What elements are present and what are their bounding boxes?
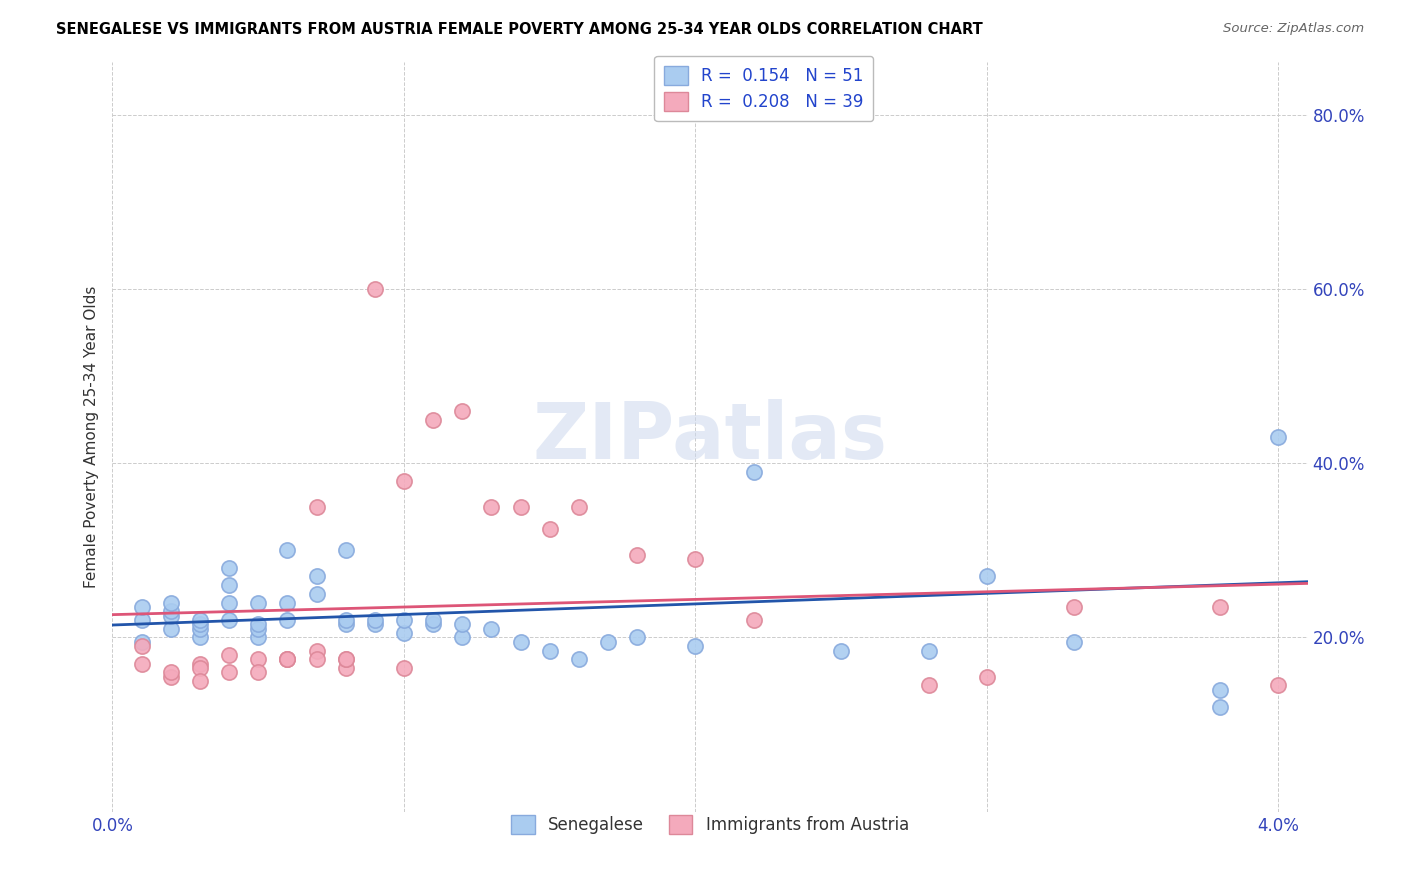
Point	[159, 670, 181, 684]
Point	[917, 643, 939, 657]
Point	[568, 652, 591, 666]
Point	[1063, 635, 1085, 649]
Point	[247, 631, 270, 645]
Point	[305, 587, 328, 601]
Point	[626, 631, 648, 645]
Point	[538, 643, 561, 657]
Point	[247, 617, 270, 632]
Point	[451, 631, 474, 645]
Point	[685, 639, 707, 653]
Point	[335, 613, 357, 627]
Point	[218, 613, 240, 627]
Point	[159, 622, 181, 636]
Point	[131, 635, 153, 649]
Point	[159, 604, 181, 618]
Point	[276, 652, 298, 666]
Text: ZIPatlas: ZIPatlas	[533, 399, 887, 475]
Y-axis label: Female Poverty Among 25-34 Year Olds: Female Poverty Among 25-34 Year Olds	[83, 286, 98, 588]
Point	[247, 665, 270, 680]
Point	[305, 569, 328, 583]
Point	[976, 670, 998, 684]
Point	[159, 665, 181, 680]
Point	[685, 552, 707, 566]
Point	[1209, 599, 1232, 614]
Point	[247, 652, 270, 666]
Point	[131, 613, 153, 627]
Point	[305, 500, 328, 514]
Point	[451, 617, 474, 632]
Point	[1209, 682, 1232, 697]
Point	[335, 543, 357, 558]
Point	[481, 500, 503, 514]
Point	[188, 617, 211, 632]
Point	[159, 608, 181, 623]
Point	[1267, 430, 1289, 444]
Point	[364, 282, 387, 296]
Point	[276, 652, 298, 666]
Point	[742, 613, 765, 627]
Point	[218, 578, 240, 592]
Point	[335, 617, 357, 632]
Point	[392, 613, 415, 627]
Point	[1063, 599, 1085, 614]
Point	[596, 635, 619, 649]
Point	[742, 465, 765, 479]
Point	[392, 474, 415, 488]
Point	[568, 500, 591, 514]
Point	[392, 626, 415, 640]
Point	[481, 622, 503, 636]
Point	[538, 522, 561, 536]
Point	[976, 569, 998, 583]
Point	[422, 412, 444, 426]
Point	[188, 661, 211, 675]
Point	[626, 548, 648, 562]
Point	[392, 661, 415, 675]
Point	[188, 631, 211, 645]
Point	[247, 596, 270, 610]
Point	[335, 652, 357, 666]
Point	[364, 613, 387, 627]
Point	[276, 543, 298, 558]
Text: Source: ZipAtlas.com: Source: ZipAtlas.com	[1223, 22, 1364, 36]
Point	[509, 635, 531, 649]
Point	[276, 613, 298, 627]
Point	[1267, 678, 1289, 692]
Point	[247, 622, 270, 636]
Point	[276, 652, 298, 666]
Point	[422, 613, 444, 627]
Point	[159, 596, 181, 610]
Point	[188, 673, 211, 688]
Point	[218, 561, 240, 575]
Point	[218, 596, 240, 610]
Point	[305, 643, 328, 657]
Point	[131, 639, 153, 653]
Point	[188, 613, 211, 627]
Text: SENEGALESE VS IMMIGRANTS FROM AUSTRIA FEMALE POVERTY AMONG 25-34 YEAR OLDS CORRE: SENEGALESE VS IMMIGRANTS FROM AUSTRIA FE…	[56, 22, 983, 37]
Point	[276, 596, 298, 610]
Point	[364, 617, 387, 632]
Point	[305, 652, 328, 666]
Point	[188, 657, 211, 671]
Point	[131, 657, 153, 671]
Point	[188, 622, 211, 636]
Point	[509, 500, 531, 514]
Point	[451, 404, 474, 418]
Point	[131, 599, 153, 614]
Point	[830, 643, 852, 657]
Point	[335, 652, 357, 666]
Point	[1209, 700, 1232, 714]
Point	[335, 661, 357, 675]
Point	[917, 678, 939, 692]
Point	[218, 648, 240, 662]
Point	[218, 665, 240, 680]
Legend: Senegalese, Immigrants from Austria: Senegalese, Immigrants from Austria	[505, 808, 915, 841]
Point	[422, 617, 444, 632]
